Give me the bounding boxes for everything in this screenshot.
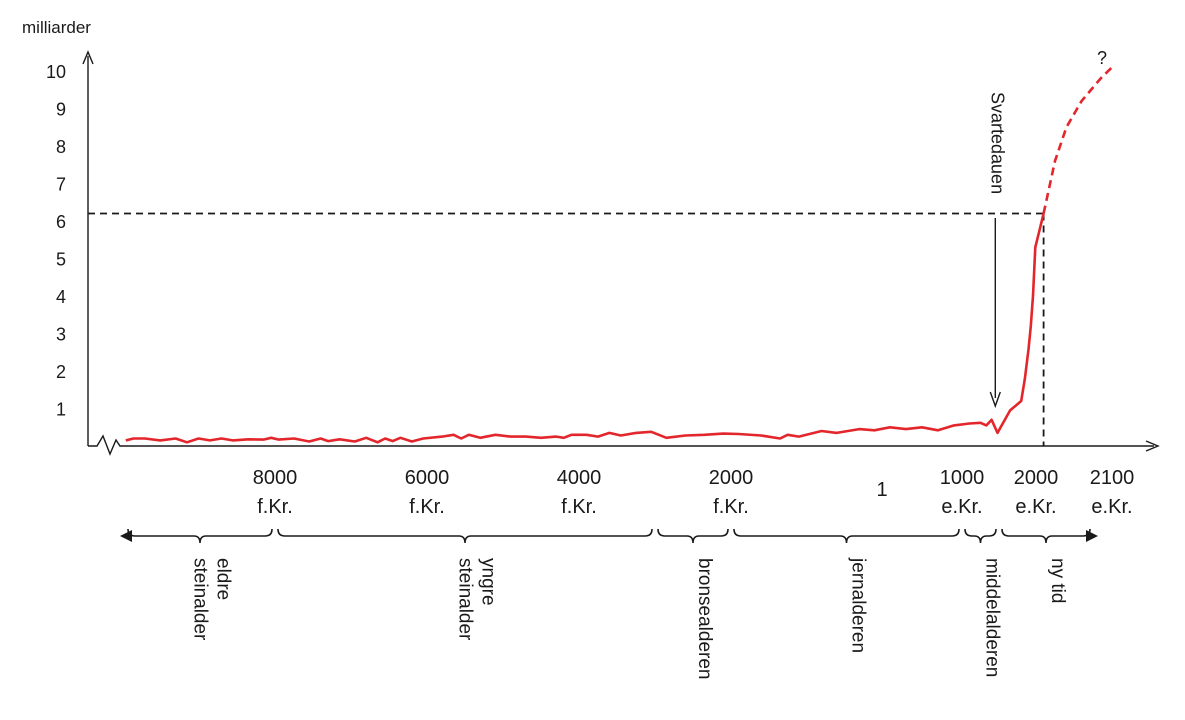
period-label: eldre xyxy=(213,558,234,600)
period-label: bronsealderen xyxy=(694,558,715,679)
x-tick-era: f.Kr. xyxy=(257,496,293,518)
x-tick-era: f.Kr. xyxy=(713,496,749,518)
x-tick-label: 1000 xyxy=(940,467,985,489)
y-tick-label: 8 xyxy=(56,137,66,157)
x-tick-era: e.Kr. xyxy=(1091,496,1132,518)
y-tick-label: 1 xyxy=(56,400,66,420)
reference-guides xyxy=(88,212,1045,446)
timeline-arrow-left xyxy=(120,530,132,542)
period-brace xyxy=(127,528,273,544)
period-brace xyxy=(1001,528,1091,544)
period-label: steinalder xyxy=(455,558,476,641)
x-tick-era: e.Kr. xyxy=(1015,496,1056,518)
x-tick-label: 6000 xyxy=(405,467,450,489)
x-tick-label: 2100 xyxy=(1090,467,1135,489)
x-ticks: 8000 f.Kr. 6000 f.Kr. 4000 f.Kr. 2000 f.Kr. 1 100… xyxy=(253,467,1135,518)
period-label: yngre xyxy=(478,558,499,606)
period-label: middelalderen xyxy=(982,558,1003,677)
annotation-label: Svartedauen xyxy=(987,92,1007,194)
timeline-arrow-right xyxy=(1086,530,1098,542)
y-tick-label: 9 xyxy=(56,100,66,120)
population-line xyxy=(125,213,1045,444)
y-tick-label: 10 xyxy=(46,62,66,82)
period-label: steinalder xyxy=(190,558,211,641)
y-ticks: 1 2 3 4 5 6 7 8 9 10 xyxy=(46,62,66,420)
x-tick-era: f.Kr. xyxy=(409,496,445,518)
period-brace xyxy=(964,528,997,544)
x-tick-era: f.Kr. xyxy=(561,496,597,518)
y-tick-label: 2 xyxy=(56,362,66,382)
x-axis-line xyxy=(88,434,1154,456)
projection-line xyxy=(1042,66,1113,214)
y-tick-label: 4 xyxy=(56,287,66,307)
y-tick-label: 3 xyxy=(56,325,66,345)
series-group xyxy=(125,66,1113,444)
y-tick-label: 7 xyxy=(56,175,66,195)
y-tick-label: 5 xyxy=(56,250,66,270)
annotation-arrowhead xyxy=(989,391,1001,409)
x-tick-label: 4000 xyxy=(557,467,602,489)
period-brace xyxy=(277,528,653,544)
y-axis-label: milliarder xyxy=(22,18,91,37)
period-brace xyxy=(733,528,960,544)
period-brace xyxy=(657,528,729,544)
period-label: jernalderen xyxy=(848,557,869,653)
x-tick-label: 2000 xyxy=(1014,467,1059,489)
x-tick-era: e.Kr. xyxy=(941,496,982,518)
projection-question-mark: ? xyxy=(1097,48,1107,68)
axes xyxy=(82,50,1160,456)
y-axis-arrow xyxy=(82,50,94,65)
x-tick-label: 1 xyxy=(876,479,887,501)
x-tick-label: 8000 xyxy=(253,467,298,489)
x-tick-label: 2000 xyxy=(709,467,754,489)
x-axis-arrow xyxy=(1145,440,1160,452)
y-tick-label: 6 xyxy=(56,212,66,232)
period-label: ny tid xyxy=(1047,558,1068,603)
annotations: Svartedauen? xyxy=(987,48,1107,409)
